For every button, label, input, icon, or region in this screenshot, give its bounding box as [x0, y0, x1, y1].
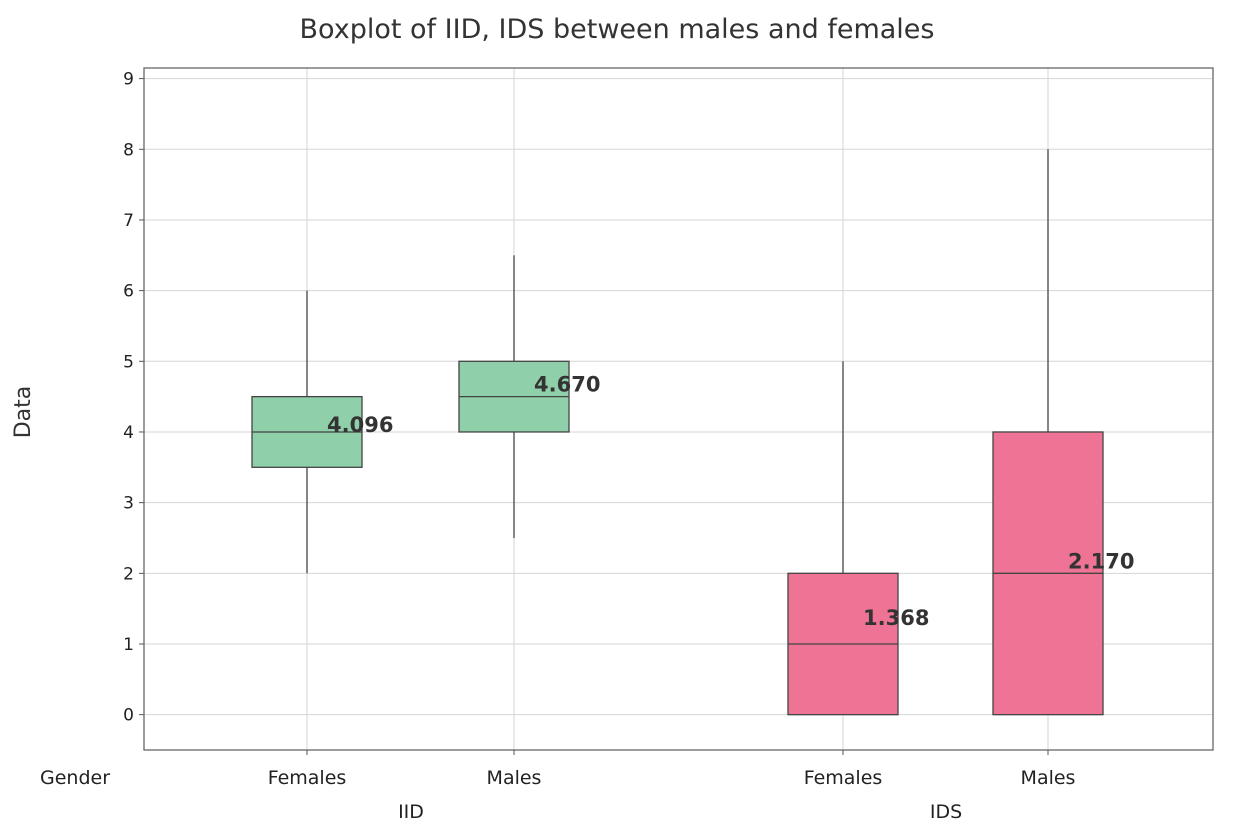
group-label: IDS: [930, 801, 962, 823]
chart-title: Boxplot of IID, IDS between males and fe…: [300, 14, 935, 45]
y-tick-label: 1: [123, 635, 134, 655]
x-category-label: Males: [1021, 767, 1076, 789]
y-tick-label: 0: [123, 706, 134, 726]
group-label: IID: [398, 801, 424, 823]
plot-area: 0 1 2 3 4 5 6 7 8 9 4.096 Females 4.670 Males 1.368 Fem…: [123, 67, 1214, 823]
y-axis-label: Data: [11, 386, 36, 439]
y-tick-label: 7: [123, 211, 134, 231]
y-tick-label: 3: [123, 494, 134, 514]
plot-frame: [143, 67, 1214, 751]
mean-label: 1.368: [863, 606, 929, 630]
mean-label: 4.670: [534, 373, 600, 397]
mean-label: 2.170: [1068, 549, 1134, 573]
x-category-label: Females: [804, 767, 883, 789]
x-category-label: Females: [268, 767, 347, 789]
y-tick-label: 8: [123, 140, 134, 160]
mean-label: 4.096: [327, 413, 393, 437]
y-tick-label: 6: [123, 282, 134, 302]
x-axis-label: Gender: [40, 767, 110, 789]
y-tick-label: 2: [123, 564, 134, 584]
y-tick-label: 4: [123, 423, 134, 443]
y-tick-label: 9: [123, 70, 134, 90]
x-category-label: Males: [487, 767, 542, 789]
y-tick-label: 5: [123, 352, 134, 372]
